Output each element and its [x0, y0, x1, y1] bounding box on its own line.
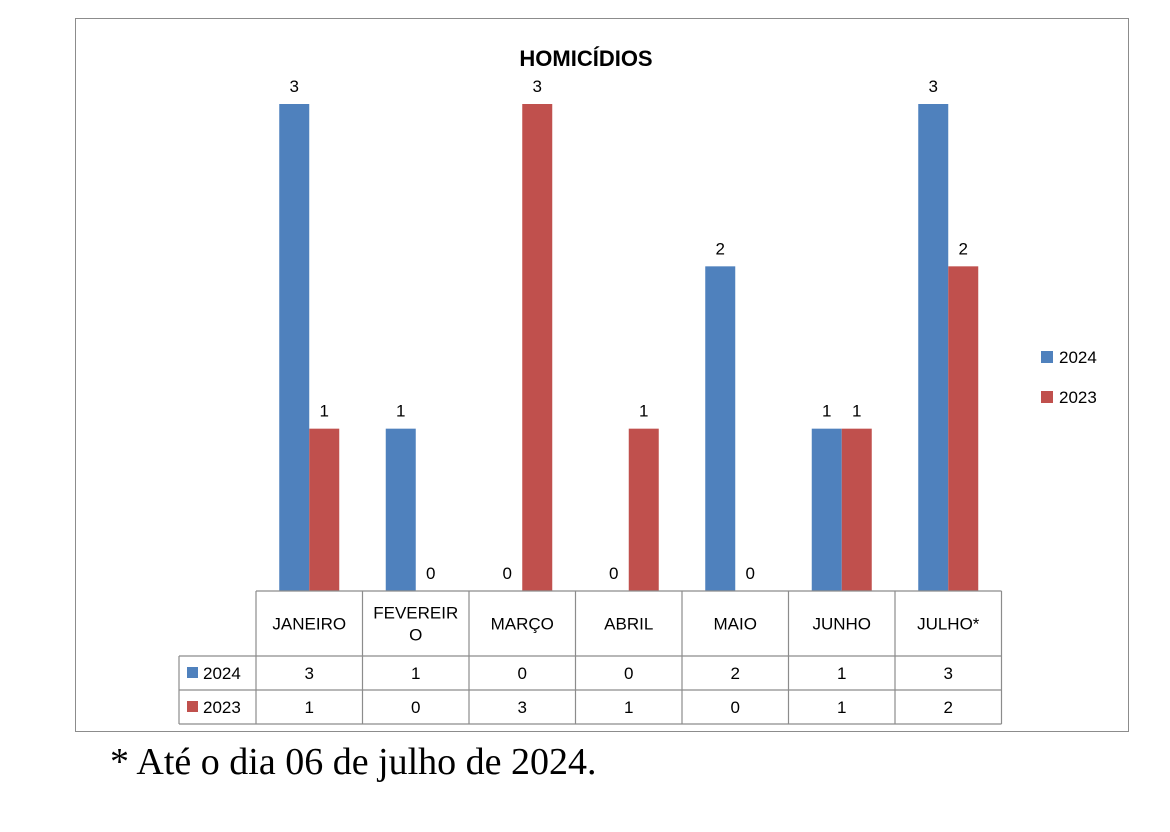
table-cell-2023-3: 3	[518, 698, 527, 717]
data-label-2023-5: 0	[746, 564, 755, 583]
table-cell-2024-4: 0	[624, 664, 633, 683]
data-label-2024-6: 1	[822, 402, 831, 421]
data-label-2023-7: 2	[959, 239, 968, 258]
category-label-3: MARÇO	[491, 615, 554, 634]
bar-2024-5	[705, 266, 736, 591]
category-label-7: JULHO*	[917, 615, 980, 634]
table-cell-2023-5: 0	[731, 698, 740, 717]
table-cell-2023-7: 2	[944, 698, 953, 717]
table-cell-2023-2: 0	[411, 698, 420, 717]
table-key-2023	[187, 701, 198, 712]
category-label-6: JUNHO	[812, 615, 871, 634]
chart-title: HOMICÍDIOS	[519, 46, 652, 71]
table-row-label-2024: 2024	[203, 664, 241, 683]
bar-2023-1	[309, 428, 340, 591]
table-cell-2023-4: 1	[624, 698, 633, 717]
bar-2023-6	[841, 428, 872, 591]
data-label-2024-2: 1	[396, 402, 405, 421]
table-cell-2024-3: 0	[518, 664, 527, 683]
category-label-5: MAIO	[714, 615, 757, 634]
data-table: JANEIRO FEVEREIR O MARÇO ABRIL MAIO JUNHO JULHO…	[178, 590, 1003, 725]
bars-layer	[279, 104, 979, 591]
table-cell-2024-2: 1	[411, 664, 420, 683]
data-label-2024-1: 3	[290, 77, 299, 96]
bar-2023-3	[522, 104, 553, 591]
data-label-2024-5: 2	[716, 239, 725, 258]
legend-label-2023: 2023	[1059, 388, 1097, 407]
legend-swatch-2023	[1041, 391, 1053, 403]
table-row-label-2023: 2023	[203, 698, 241, 717]
footnote: * Até o dia 06 de julho de 2024.	[110, 741, 597, 783]
data-label-2024-7: 3	[929, 77, 938, 96]
bar-2023-7	[948, 266, 979, 591]
data-label-2023-3: 3	[533, 77, 542, 96]
bar-2024-1	[279, 104, 310, 591]
data-label-2023-1: 1	[320, 402, 329, 421]
category-label-1: JANEIRO	[272, 615, 346, 634]
category-label-4: ABRIL	[604, 615, 653, 634]
data-label-2024-3: 0	[503, 564, 512, 583]
table-cell-2023-6: 1	[837, 698, 846, 717]
table-cell-2024-7: 3	[944, 664, 953, 683]
category-label-2: O	[409, 626, 422, 645]
table-key-2024	[187, 667, 198, 678]
legend-swatch-2024	[1041, 351, 1053, 363]
chart-frame: HOMICÍDIOS 3 1 1 0 0 3 0 1 2 0 1 1 3 2 JANEIRO FEVEREI…	[75, 18, 1129, 732]
table-cell-2024-6: 1	[837, 664, 846, 683]
table-cell-2023-1: 1	[305, 698, 314, 717]
data-label-2023-4: 1	[639, 402, 648, 421]
category-label-2: FEVEREIR	[373, 604, 458, 623]
table-cell-2024-5: 2	[731, 664, 740, 683]
bar-2024-6	[811, 428, 842, 591]
table-cell-2024-1: 3	[305, 664, 314, 683]
bar-2024-7	[918, 104, 949, 591]
data-label-2023-2: 0	[426, 564, 435, 583]
data-label-2024-4: 0	[609, 564, 618, 583]
bar-2023-4	[628, 428, 659, 591]
data-labels-layer: 3 1 1 0 0 3 0 1 2 0 1 1 3 2	[290, 77, 968, 583]
bar-2024-2	[385, 428, 416, 591]
data-label-2023-6: 1	[852, 402, 861, 421]
legend: 2024 2023	[1041, 348, 1097, 407]
legend-label-2024: 2024	[1059, 348, 1097, 367]
